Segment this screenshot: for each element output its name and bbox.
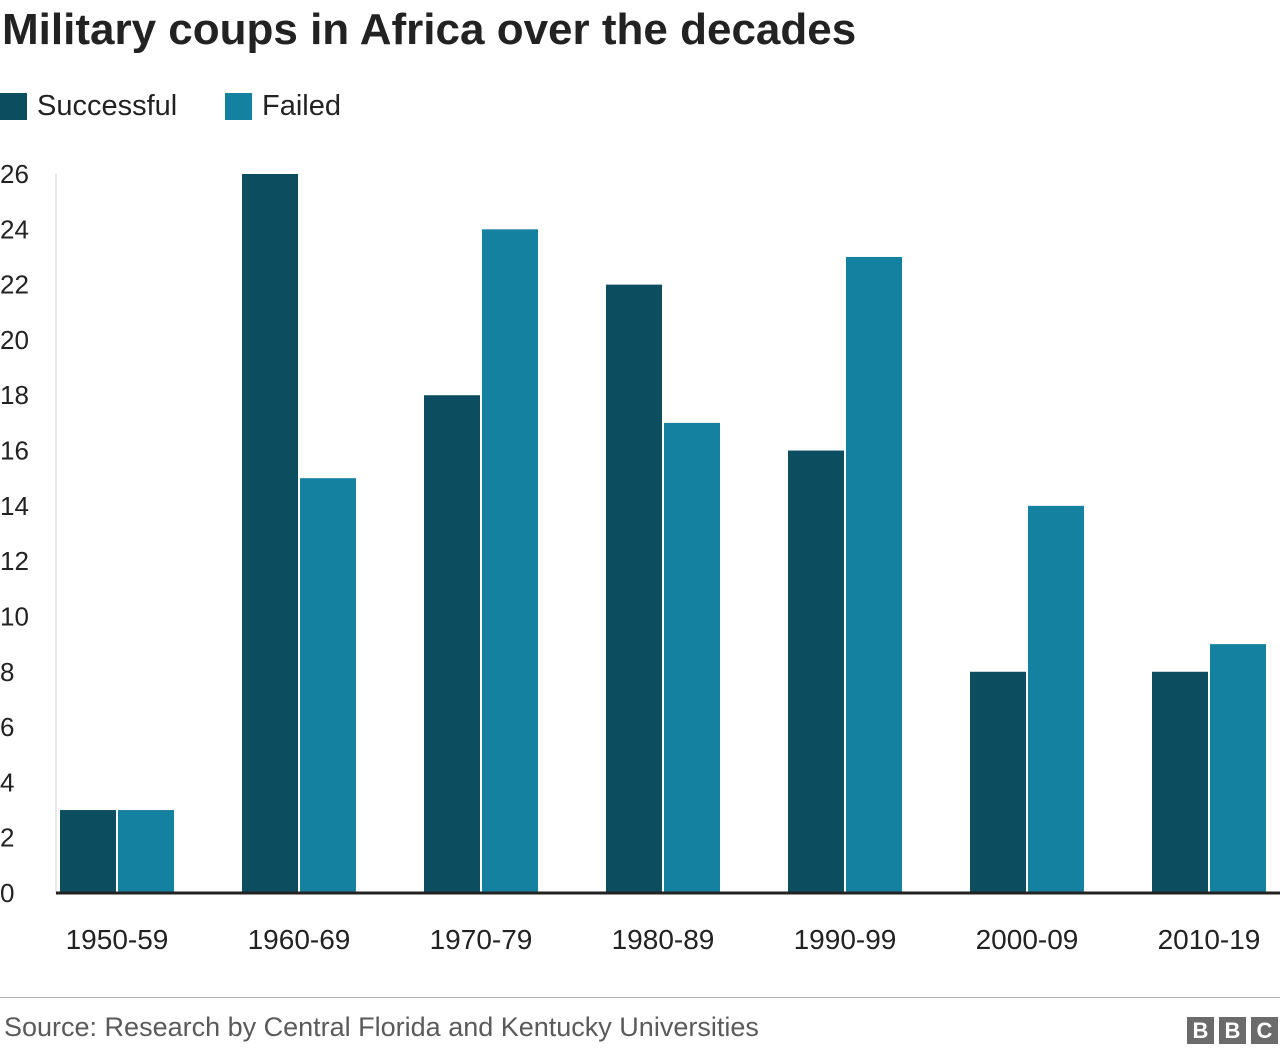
- x-tick-label: 1990-99: [794, 924, 897, 955]
- legend-label-successful: Successful: [37, 90, 178, 122]
- x-tick-label: 1960-69: [248, 924, 351, 955]
- x-tick-label: 1970-79: [430, 924, 533, 955]
- bar-failed-1970-79: [482, 229, 538, 894]
- bar-failed-1960-69: [300, 478, 356, 893]
- bbc-logo: B B C: [1187, 1017, 1278, 1044]
- source-note: Source: Research by Central Florida and …: [4, 1012, 759, 1042]
- y-tick-label: 18: [0, 380, 29, 410]
- y-tick-label: 26: [0, 159, 29, 189]
- bar-successful-2010-19: [1152, 671, 1208, 893]
- y-tick-label: 2: [0, 823, 14, 853]
- y-tick-label: 20: [0, 325, 29, 355]
- y-tick-label: 6: [0, 712, 14, 742]
- x-tick-label: 2000-09: [976, 924, 1079, 955]
- bbc-logo-letter: B: [1187, 1017, 1214, 1044]
- legend-swatch-successful: [0, 92, 27, 120]
- bar-failed-1950-59: [118, 810, 174, 893]
- x-tick-label: 1980-89: [612, 924, 715, 955]
- bar-successful-1950-59: [60, 810, 116, 893]
- chart-title: Military coups in Africa over the decade…: [2, 5, 857, 54]
- x-tick-label: 1950-59: [66, 924, 169, 955]
- bar-successful-1990-99: [788, 450, 844, 893]
- y-tick-label: 8: [0, 657, 14, 687]
- bar-successful-1980-89: [606, 284, 662, 894]
- legend-swatch-failed: [225, 92, 252, 120]
- y-tick-label: 12: [0, 546, 29, 576]
- source-divider: [0, 997, 1280, 998]
- bar-failed-2000-09: [1028, 505, 1084, 893]
- y-tick-label: 24: [0, 214, 29, 244]
- bar-failed-2010-19: [1210, 644, 1266, 893]
- legend-label-failed: Failed: [262, 90, 341, 122]
- bar-successful-2000-09: [970, 671, 1026, 893]
- bar-failed-1980-89: [664, 422, 720, 893]
- y-tick-label: 22: [0, 270, 29, 300]
- bar-successful-1960-69: [242, 174, 298, 893]
- y-tick-label: 4: [0, 767, 14, 797]
- bar-failed-1990-99: [846, 256, 902, 893]
- y-tick-label: 16: [0, 436, 29, 466]
- bbc-logo-letter: C: [1251, 1017, 1278, 1044]
- legend-item-successful: Successful: [0, 86, 177, 126]
- y-tick-label: 14: [0, 491, 29, 521]
- y-tick-label: 0: [0, 878, 14, 908]
- x-tick-label: 2010-19: [1158, 924, 1261, 955]
- bar-successful-1970-79: [424, 395, 480, 893]
- bbc-logo-letter: B: [1219, 1017, 1246, 1044]
- y-tick-label: 10: [0, 601, 29, 631]
- legend-item-failed: Failed: [225, 86, 341, 126]
